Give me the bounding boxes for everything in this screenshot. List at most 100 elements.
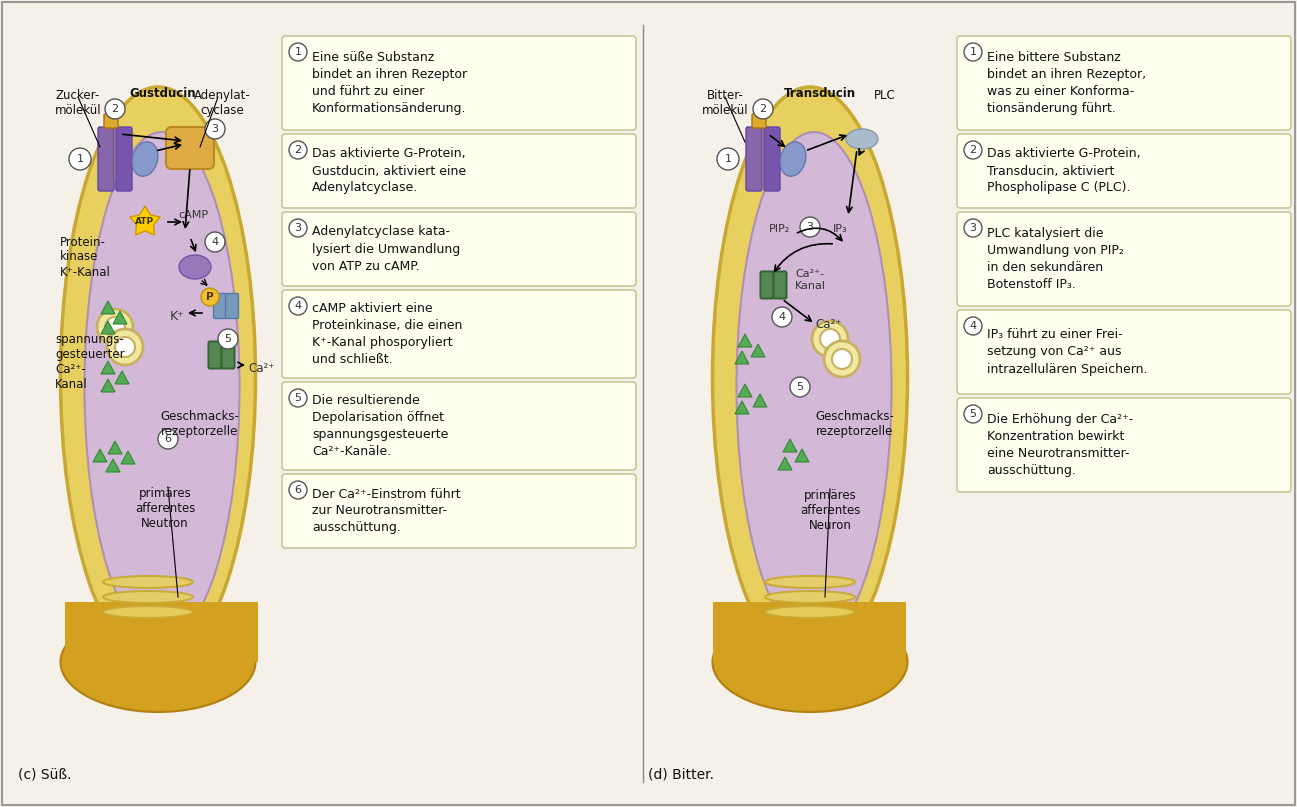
Ellipse shape [737,132,891,642]
Polygon shape [101,361,115,374]
Text: 6: 6 [294,485,301,495]
Text: Geschmacks-
rezeptorzelle: Geschmacks- rezeptorzelle [816,410,895,438]
Polygon shape [778,457,792,470]
Circle shape [105,317,125,337]
Text: 2: 2 [294,145,302,155]
Text: PLC: PLC [874,89,896,102]
Text: 3: 3 [807,222,813,232]
Text: Die resultierende
Depolarisation öffnet
spannungsgesteuerte
Ca²⁺-Kanäle.: Die resultierende Depolarisation öffnet … [313,394,449,458]
Polygon shape [754,394,767,407]
FancyBboxPatch shape [957,212,1291,306]
Text: 1: 1 [969,47,977,57]
Ellipse shape [765,576,855,588]
Circle shape [964,317,982,335]
FancyBboxPatch shape [281,36,636,130]
Text: 1: 1 [77,154,83,164]
Text: Adenylatcyclase kata-
lysiert die Umwandlung
von ATP zu cAMP.: Adenylatcyclase kata- lysiert die Umwand… [313,225,460,273]
Polygon shape [113,311,127,324]
Ellipse shape [61,87,256,667]
Text: Das aktivierte G-Protein,
Transducin, aktiviert
Phospholipase C (PLC).: Das aktivierte G-Protein, Transducin, ak… [987,148,1140,194]
FancyBboxPatch shape [209,341,222,369]
Ellipse shape [179,255,211,279]
Circle shape [800,217,820,237]
FancyBboxPatch shape [281,474,636,548]
FancyBboxPatch shape [957,36,1291,130]
Text: 5: 5 [796,382,804,392]
FancyBboxPatch shape [281,212,636,286]
Ellipse shape [846,129,878,149]
Text: 2: 2 [112,104,118,114]
FancyBboxPatch shape [104,114,118,128]
Circle shape [754,99,773,119]
Circle shape [717,148,739,170]
Text: cAMP aktiviert eine
Proteinkinase, die einen
K⁺-Kanal phosporyliert
und schließt: cAMP aktiviert eine Proteinkinase, die e… [313,302,462,366]
FancyBboxPatch shape [166,127,214,169]
FancyBboxPatch shape [773,271,786,299]
Circle shape [106,329,143,365]
Polygon shape [101,321,115,334]
Circle shape [289,141,307,159]
Circle shape [964,141,982,159]
Text: P: P [206,292,214,302]
FancyBboxPatch shape [281,134,636,208]
Text: PLC katalysiert die
Umwandlung von PIP₂
in den sekundären
Botenstoff IP₃.: PLC katalysiert die Umwandlung von PIP₂ … [987,227,1124,291]
Text: 2: 2 [760,104,767,114]
Text: K⁺: K⁺ [170,311,184,324]
Ellipse shape [132,142,158,176]
Text: primäres
afferentes
Neuron: primäres afferentes Neuron [800,489,860,532]
Text: 2: 2 [969,145,977,155]
Polygon shape [101,379,115,392]
Circle shape [289,297,307,315]
Circle shape [69,148,91,170]
Circle shape [115,337,135,357]
Text: primäres
afferentes
Neutron: primäres afferentes Neutron [135,487,195,530]
Polygon shape [738,384,752,397]
Text: (c) Süß.: (c) Süß. [18,767,71,781]
Text: Ca²⁺: Ca²⁺ [248,362,275,375]
Ellipse shape [779,142,805,176]
Polygon shape [738,334,752,347]
FancyBboxPatch shape [746,127,763,191]
Ellipse shape [712,612,908,712]
Polygon shape [101,301,115,314]
FancyBboxPatch shape [957,134,1291,208]
Text: 6: 6 [165,434,171,444]
Text: 5: 5 [224,334,231,344]
Circle shape [812,321,848,357]
Polygon shape [783,439,796,452]
Circle shape [205,232,224,252]
Ellipse shape [712,87,908,667]
Circle shape [218,329,239,349]
Circle shape [289,43,307,61]
Text: Bitter-
mölekül: Bitter- mölekül [702,89,748,117]
Polygon shape [735,351,748,364]
FancyBboxPatch shape [764,127,779,191]
FancyBboxPatch shape [281,290,636,378]
Text: Ca²⁺-
Kanal: Ca²⁺- Kanal [795,270,826,291]
Circle shape [964,43,982,61]
Polygon shape [106,459,121,472]
FancyBboxPatch shape [226,294,239,319]
Circle shape [97,309,134,345]
Text: 4: 4 [969,321,977,331]
Circle shape [289,481,307,499]
Text: Eine süße Substanz
bindet an ihren Rezeptor
und führt zu einer
Konformationsände: Eine süße Substanz bindet an ihren Rezep… [313,51,467,115]
Text: Das aktivierte G-Protein,
Gustducin, aktiviert eine
Adenylatcyclase.: Das aktivierte G-Protein, Gustducin, akt… [313,148,466,194]
Polygon shape [795,449,809,462]
Text: Die Erhöhung der Ca²⁺-
Konzentration bewirkt
eine Neurotransmitter-
ausschüttung: Die Erhöhung der Ca²⁺- Konzentration bew… [987,413,1134,477]
Text: Geschmacks-
rezeptorzelle: Geschmacks- rezeptorzelle [161,410,240,438]
Text: Gustducin: Gustducin [130,87,196,100]
FancyBboxPatch shape [65,602,258,662]
Circle shape [289,389,307,407]
Polygon shape [751,344,765,357]
Ellipse shape [102,576,193,588]
Circle shape [964,405,982,423]
Text: 4: 4 [778,312,786,322]
Text: 4: 4 [211,237,219,247]
Text: cAMP: cAMP [178,210,208,220]
Circle shape [831,349,852,369]
Text: 5: 5 [294,393,301,403]
Text: 1: 1 [725,154,732,164]
Ellipse shape [765,606,855,618]
Text: (d) Bitter.: (d) Bitter. [648,767,715,781]
